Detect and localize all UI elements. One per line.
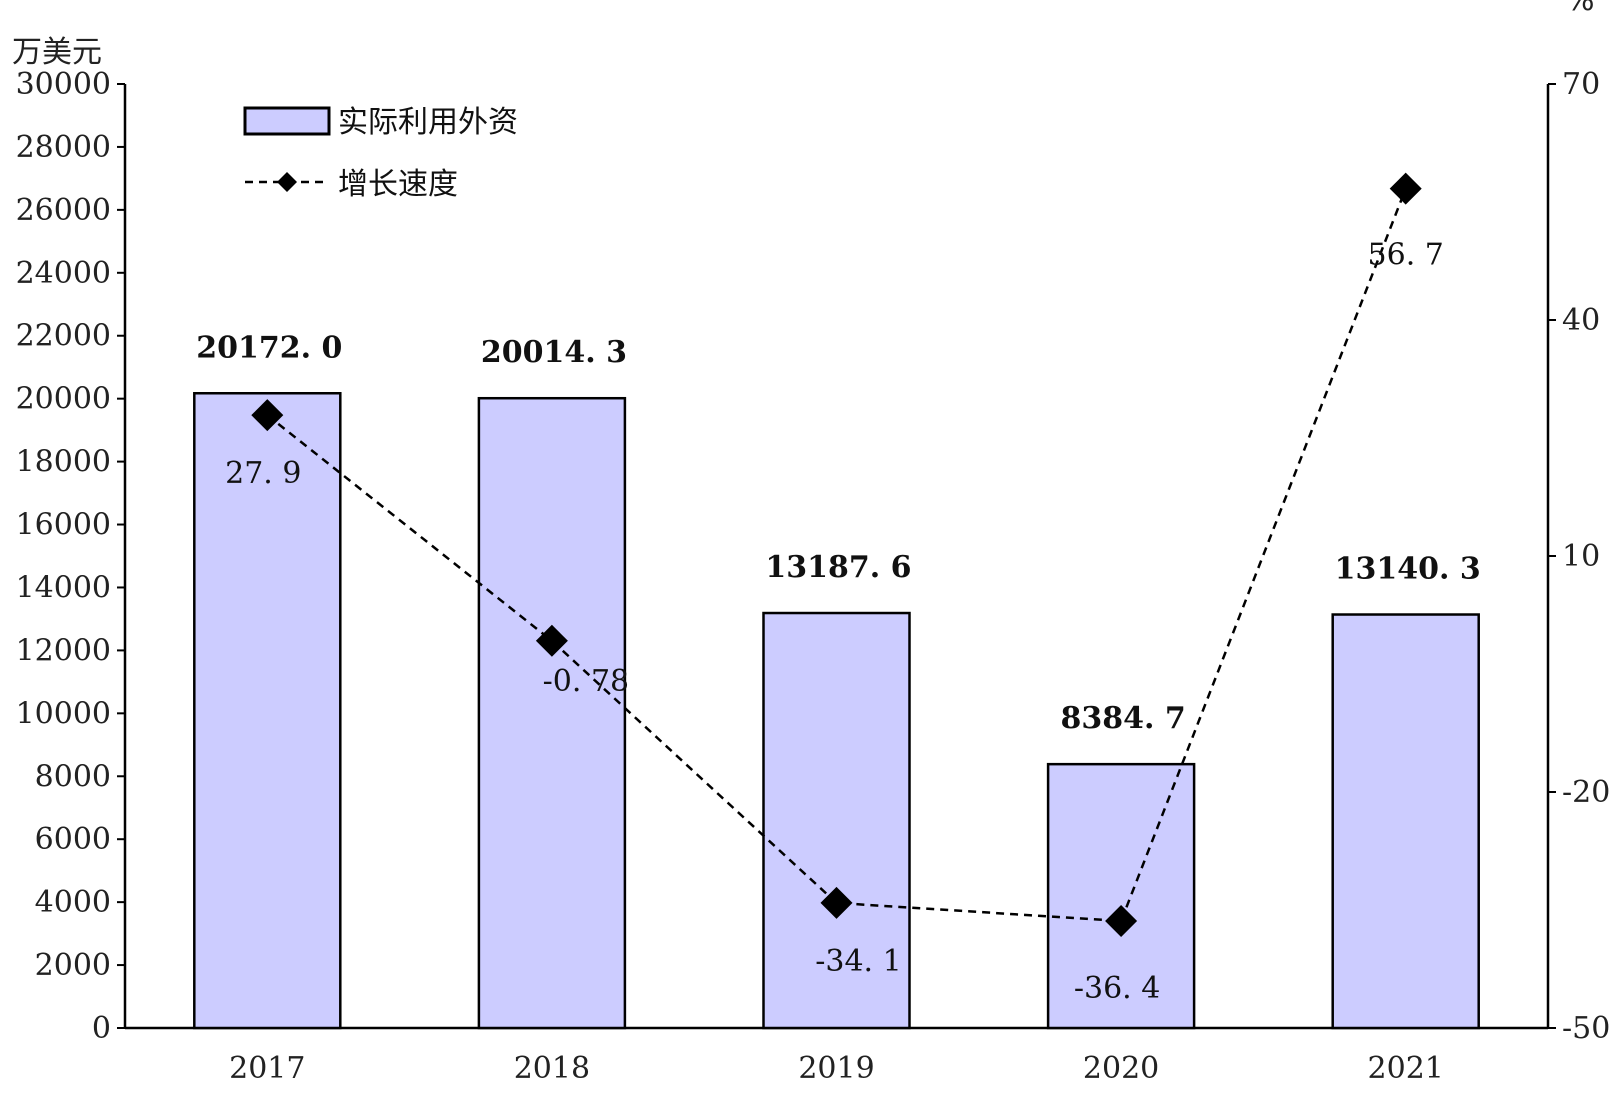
right-unit-label: % [1566,0,1595,18]
data-labels: 20172. 0 20014. 3 13187. 6 8384. 7 13140. 3 2… [196,238,1481,1006]
growth-value-label: -0. 78 [543,664,629,699]
x-tick-label: 2020 [1083,1051,1159,1086]
left-tick-label: 4000 [35,885,111,920]
left-tick-label: 20000 [16,382,111,417]
legend-line-label: 增长速度 [338,167,458,202]
bar-2020 [1046,762,1196,1030]
legend-bar-swatch [243,106,331,136]
left-tick-label: 22000 [16,319,111,354]
left-tick-label: 6000 [35,822,111,857]
growth-marker-2021 [1389,172,1422,205]
left-tick-label: 12000 [16,633,111,668]
left-tick-label: 28000 [16,130,111,165]
growth-polyline [266,188,1407,923]
growth-marker-2017 [251,399,284,432]
bars [193,392,1480,1030]
legend-line-marker [277,172,297,192]
bar-value-label: 8384. 7 [1060,701,1185,736]
axes: 0 2000 4000 6000 8000 10000 12000 14000 16000 180… [12,0,1610,1086]
right-tick-label: 40 [1562,303,1600,338]
bar-value-label: 20172. 0 [196,330,342,365]
legend-bar-label: 实际利用外资 [338,105,518,140]
growth-marker-2020 [1105,905,1138,938]
bar-value-label: 13140. 3 [1335,552,1481,587]
growth-marker-2018 [535,624,568,657]
left-tick-label: 14000 [16,570,111,605]
bar-value-label: 20014. 3 [481,335,627,370]
right-tick-label: 70 [1562,67,1600,102]
left-tick-label: 24000 [16,256,111,291]
bar-2019 [762,611,911,1030]
left-tick-label: 16000 [16,508,111,543]
growth-value-label: 27. 9 [225,456,301,491]
right-tick-label: -20 [1562,775,1610,810]
x-tick-label: 2018 [514,1051,590,1086]
left-tick-label: 18000 [16,445,111,480]
left-tick-label: 2000 [35,948,111,983]
growth-value-label: -34. 1 [815,944,901,979]
left-tick-label: 10000 [16,696,111,731]
x-tick-label: 2021 [1368,1051,1444,1086]
bar-2017 [193,392,342,1030]
right-tick-label: 10 [1562,539,1600,574]
left-tick-label: 8000 [35,759,111,794]
right-tick-label: -50 [1562,1011,1610,1046]
growth-marker-2019 [820,886,853,919]
left-unit-label: 万美元 [12,35,102,70]
left-tick-label: 30000 [16,67,111,102]
growth-value-label: -36. 4 [1074,971,1160,1006]
x-tick-label: 2019 [798,1051,874,1086]
x-tick-label: 2017 [229,1051,305,1086]
bar-2021 [1331,613,1480,1030]
bar-value-label: 13187. 6 [765,550,911,585]
growth-value-label: 56. 7 [1368,238,1444,273]
left-tick-label: 0 [92,1011,111,1046]
bar-2018 [477,396,627,1030]
legend: 实际利用外资 增长速度 [243,105,518,202]
growth-line [251,172,1422,938]
left-tick-label: 26000 [16,193,111,228]
